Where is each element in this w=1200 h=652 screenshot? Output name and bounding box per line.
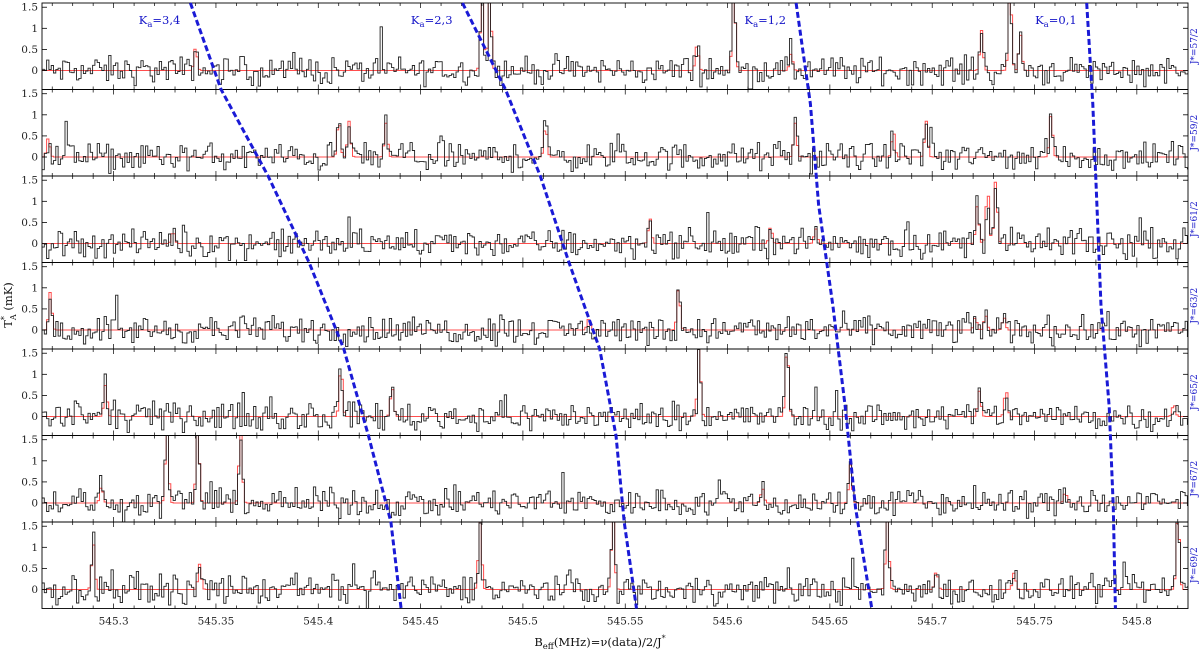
panels-layer: 0 0.5 1 1.5 J*=57/2 0 0.5 1 1.5 J*=59/2 0 0.5 1 1.5 J*… <box>21 2 1200 609</box>
y-tick-label: 0 <box>31 584 38 596</box>
y-tick-label: 0 <box>31 152 38 164</box>
j-label: J*=65/2 <box>1190 374 1200 411</box>
observed-trace <box>42 188 1188 262</box>
y-tick-label: 0 <box>31 238 38 250</box>
y-tick-label: 1 <box>31 369 38 381</box>
y-tick-label: 1.5 <box>21 348 38 360</box>
x-tick-label: 545.75 <box>1016 616 1053 628</box>
panel: 0 0.5 1 1.5 J*=57/2 <box>21 2 1200 90</box>
band-line <box>1085 2 1117 609</box>
y-tick-label: 1 <box>31 455 38 467</box>
panel: 0 0.5 1 1.5 J*=59/2 <box>21 88 1200 177</box>
y-tick-label: 0.5 <box>21 563 38 575</box>
y-tick-label: 0.5 <box>21 303 38 315</box>
panel: 0 0.5 1 1.5 J*=69/2 <box>21 521 1200 609</box>
j-label: J*=67/2 <box>1190 461 1200 498</box>
y-tick-label: 1 <box>31 109 38 121</box>
y-tick-label: 0.5 <box>21 390 38 402</box>
j-label: J*=61/2 <box>1190 201 1200 238</box>
x-axis: 545.3 545.35 545.4 545.45 545.5 545.55 545.6 54… <box>99 616 1152 628</box>
band: Ka=3,4 <box>139 2 403 609</box>
model-trace <box>42 349 1188 417</box>
observed-trace <box>42 522 1188 609</box>
x-tick-label: 545.7 <box>917 616 947 628</box>
y-tick-label: 1.5 <box>21 521 38 533</box>
band-label: Ka=3,4 <box>139 13 181 30</box>
panel: 0 0.5 1 1.5 J*=63/2 <box>21 261 1200 350</box>
y-tick-label: 0 <box>31 498 38 510</box>
y-tick-label: 1 <box>31 23 38 35</box>
model-trace <box>42 290 1188 331</box>
y-tick-label: 1 <box>31 542 38 554</box>
band: Ka=1,2 <box>744 2 874 609</box>
y-tick-label: 0 <box>31 411 38 423</box>
y-tick-label: 0.5 <box>21 217 38 229</box>
x-tick-label: 545.35 <box>198 616 235 628</box>
y-tick-label: 1.5 <box>21 434 38 446</box>
x-tick-label: 545.55 <box>607 616 644 628</box>
panel-frame <box>41 348 1189 436</box>
band-line <box>461 2 638 609</box>
panel-frame <box>41 89 1189 177</box>
y-tick-label: 1.5 <box>21 2 38 14</box>
y-tick-label: 1.5 <box>21 88 38 100</box>
y-tick-label: 0.5 <box>21 44 38 56</box>
band-label: Ka=2,3 <box>411 13 453 30</box>
y-tick-label: 0.5 <box>21 476 38 488</box>
y-tick-label: 0 <box>31 325 38 337</box>
x-tick-label: 545.4 <box>303 616 333 628</box>
y-tick-label: 1.5 <box>21 175 38 187</box>
panel: 0 0.5 1 1.5 J*=61/2 <box>21 175 1200 263</box>
observed-trace <box>42 289 1188 348</box>
j-label: J*=69/2 <box>1190 547 1200 584</box>
x-tick-label: 545.65 <box>812 616 849 628</box>
y-tick-label: 0.5 <box>21 130 38 142</box>
x-tick-label: 545.5 <box>508 616 538 628</box>
observed-trace <box>42 435 1188 522</box>
x-tick-label: 545.6 <box>713 616 743 628</box>
x-tick-label: 545.8 <box>1122 616 1152 628</box>
band: Ka=2,3 <box>411 2 638 609</box>
x-axis-title: Beff(MHz)=ν(data)/2/J* <box>534 634 665 652</box>
observed-trace <box>42 3 1188 90</box>
y-tick-label: 1.5 <box>21 261 38 273</box>
bands-layer: Ka=3,4 Ka=2,3 Ka=1,2 Ka=0,1 <box>139 2 1117 609</box>
band-label: Ka=0,1 <box>1035 13 1077 30</box>
y-tick-label: 1 <box>31 196 38 208</box>
observed-trace <box>42 113 1188 175</box>
x-tick-label: 545.45 <box>402 616 439 628</box>
panel: 0 0.5 1 1.5 J*=67/2 <box>21 434 1200 523</box>
band-line <box>794 2 874 609</box>
model-trace <box>42 181 1188 244</box>
band-line <box>188 2 403 609</box>
observed-trace <box>42 349 1188 434</box>
x-tick-label: 545.3 <box>99 616 129 628</box>
y-tick-label: 1 <box>31 282 38 294</box>
panel-frame <box>41 2 1189 90</box>
j-label: J*=57/2 <box>1190 28 1200 65</box>
panel: 0 0.5 1 1.5 J*=65/2 <box>21 348 1200 436</box>
y-tick-label: 0 <box>31 65 38 77</box>
band: Ka=0,1 <box>1035 2 1117 609</box>
y-axis-title: T*A (mK) <box>0 282 18 328</box>
panel-frame <box>41 521 1189 609</box>
j-label: J*=59/2 <box>1190 115 1200 152</box>
band-label: Ka=1,2 <box>744 13 786 30</box>
model-trace <box>42 3 1188 71</box>
j-label: J*=63/2 <box>1190 288 1200 325</box>
